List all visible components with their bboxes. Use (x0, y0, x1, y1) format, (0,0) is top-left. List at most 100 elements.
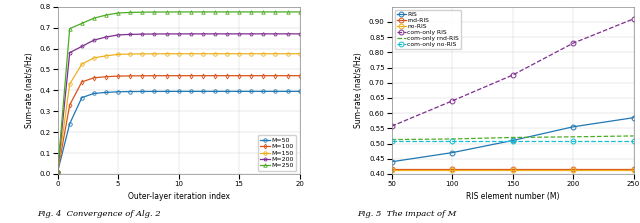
no-RIS (388, 169, 396, 172)
M=250 (66, 27, 74, 30)
M=50 (150, 90, 158, 93)
com-only RIS (569, 42, 577, 45)
M=50 (78, 96, 86, 99)
M=100 (271, 74, 279, 77)
M=250 (78, 22, 86, 25)
M=50 (163, 90, 170, 93)
M=250 (199, 10, 207, 13)
Text: Fig. 4  Convergence of Alg. 2: Fig. 4 Convergence of Alg. 2 (37, 210, 161, 218)
M=50 (102, 91, 110, 94)
no-RIS (630, 169, 637, 172)
rnd-RIS (630, 168, 637, 171)
Text: Fig. 5  The impact of M: Fig. 5 The impact of M (356, 210, 456, 218)
Legend: RIS, rnd-RIS, no-RIS, com-only RIS, com-only rnd-RIS, com-only no-RIS: RIS, rnd-RIS, no-RIS, com-only RIS, com-… (395, 10, 461, 50)
M=150 (271, 52, 279, 55)
M=150 (163, 52, 170, 55)
no-RIS (569, 169, 577, 172)
no-RIS (448, 169, 456, 172)
M=250 (187, 11, 195, 13)
M=100 (163, 74, 170, 77)
M=100 (199, 74, 207, 77)
M=100 (115, 75, 122, 77)
M=100 (223, 74, 231, 77)
M=50 (90, 92, 98, 95)
M=50 (223, 90, 231, 93)
M=200 (138, 33, 146, 35)
M=200 (248, 33, 255, 35)
RIS (388, 160, 396, 163)
M=200 (199, 33, 207, 35)
M=50 (66, 122, 74, 125)
M=250 (163, 11, 170, 13)
com-only RIS (448, 100, 456, 102)
M=50 (175, 90, 182, 93)
M=150 (211, 52, 219, 55)
rnd-RIS (509, 168, 516, 171)
rnd-RIS (448, 168, 456, 171)
M=200 (259, 33, 267, 35)
Y-axis label: Sum-rate (nat/s/Hz): Sum-rate (nat/s/Hz) (355, 52, 364, 128)
M=250 (236, 10, 243, 13)
M=150 (259, 52, 267, 55)
Line: com-only rnd-RIS: com-only rnd-RIS (392, 136, 634, 140)
RIS (509, 139, 516, 142)
M=150 (236, 52, 243, 55)
M=50 (259, 90, 267, 93)
M=100 (66, 104, 74, 106)
M=100 (236, 74, 243, 77)
M=200 (271, 33, 279, 35)
com-only RIS (388, 125, 396, 128)
M=250 (90, 17, 98, 20)
M=250 (223, 10, 231, 13)
Line: rnd-RIS: rnd-RIS (389, 167, 636, 172)
M=200 (150, 33, 158, 35)
com-only no-RIS (569, 140, 577, 142)
M=150 (296, 52, 303, 55)
M=250 (284, 10, 291, 13)
M=50 (236, 90, 243, 93)
Line: com-only no-RIS: com-only no-RIS (389, 139, 636, 144)
M=200 (126, 33, 134, 36)
com-only no-RIS (630, 140, 637, 142)
M=150 (78, 63, 86, 66)
com-only no-RIS (509, 140, 516, 142)
M=100 (284, 74, 291, 77)
X-axis label: RIS element number (M): RIS element number (M) (466, 192, 559, 201)
Line: M=50: M=50 (56, 90, 301, 173)
M=250 (54, 171, 61, 173)
M=200 (163, 33, 170, 35)
M=150 (187, 52, 195, 55)
M=200 (66, 51, 74, 54)
M=200 (187, 33, 195, 35)
X-axis label: Outer-layer iteration index: Outer-layer iteration index (127, 192, 230, 201)
M=150 (248, 52, 255, 55)
M=250 (102, 14, 110, 17)
M=250 (296, 10, 303, 13)
M=100 (126, 74, 134, 77)
M=50 (248, 90, 255, 93)
M=100 (90, 76, 98, 79)
Line: M=150: M=150 (56, 52, 301, 173)
M=150 (115, 53, 122, 56)
M=100 (175, 74, 182, 77)
M=200 (236, 33, 243, 35)
M=100 (296, 74, 303, 77)
com-only no-RIS (448, 140, 456, 142)
rnd-RIS (388, 168, 396, 171)
com-only rnd-RIS (448, 138, 456, 140)
M=100 (150, 74, 158, 77)
com-only rnd-RIS (569, 136, 577, 138)
M=250 (126, 11, 134, 14)
M=100 (187, 74, 195, 77)
M=200 (223, 33, 231, 35)
M=200 (90, 39, 98, 41)
Line: no-RIS: no-RIS (389, 168, 636, 173)
M=250 (248, 10, 255, 13)
M=200 (78, 45, 86, 48)
M=200 (211, 33, 219, 35)
M=100 (78, 81, 86, 83)
M=50 (138, 90, 146, 93)
M=250 (150, 11, 158, 13)
Line: M=100: M=100 (56, 74, 301, 173)
M=250 (175, 11, 182, 13)
